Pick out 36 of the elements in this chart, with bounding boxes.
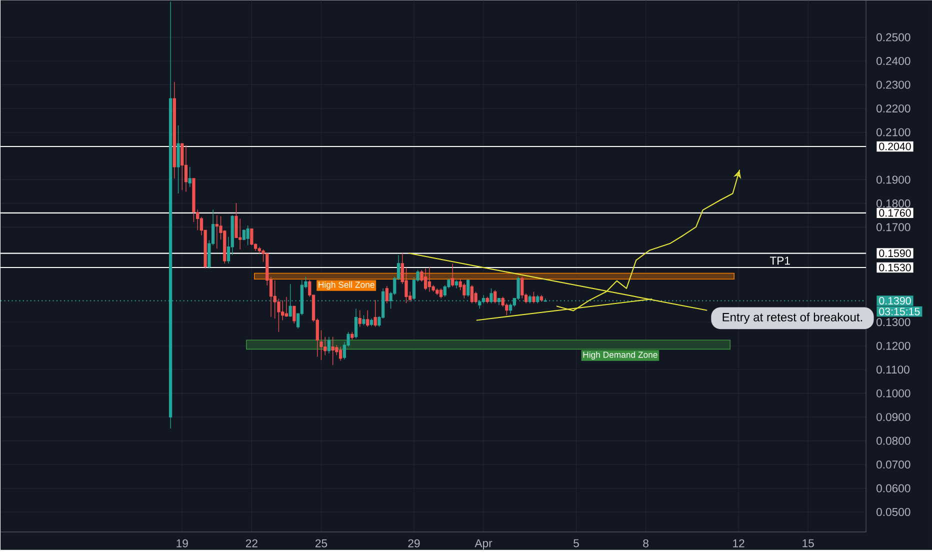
y-tick-label: 0.1100 <box>876 366 910 374</box>
y-tick-label: 0.2500 <box>876 33 910 42</box>
x-tick-label: 22 <box>246 539 258 548</box>
x-tick-label: 5 <box>574 539 579 548</box>
ref-line-label: 0.1530 <box>879 264 911 272</box>
y-tick-label: 0.0800 <box>876 436 910 445</box>
y-tick-label: 0.1800 <box>876 199 910 208</box>
y-tick-label: 0.0500 <box>876 508 910 516</box>
x-tick-label: 19 <box>176 539 188 548</box>
y-tick-label: 0.0600 <box>876 484 910 492</box>
y-tick-label: 0.1300 <box>876 318 910 326</box>
y-tick-label: 0.1900 <box>876 176 910 184</box>
x-tick-label: 25 <box>316 539 328 548</box>
y-tick-label: 0.1200 <box>876 342 910 350</box>
band-label: High Demand Zone <box>583 352 658 360</box>
x-tick-label: 12 <box>733 539 744 548</box>
y-tick-label: 0.1700 <box>876 223 910 232</box>
y-tick-label: 0.2100 <box>876 128 910 136</box>
annotation: TP1 <box>770 256 790 265</box>
y-tick-label: 0.2300 <box>876 80 910 89</box>
annotation: Entry at retest of breakout. <box>722 312 862 324</box>
band-label: High Sell Zone <box>318 281 374 290</box>
ref-line-label: 0.1590 <box>879 250 911 258</box>
x-tick-label: 8 <box>643 539 648 548</box>
y-tick-label: 0.0700 <box>876 460 910 469</box>
y-tick-label: 0.2200 <box>876 104 910 113</box>
text: 03:15:15 <box>879 308 920 316</box>
ref-line-label: 0.1390 <box>879 297 911 305</box>
y-tick-label: 0.0900 <box>876 413 910 422</box>
x-tick-label: 15 <box>802 539 814 548</box>
x-tick-label: Apr <box>474 539 492 550</box>
y-tick-label: 0.1000 <box>876 389 910 398</box>
ref-line-label: 0.1760 <box>879 209 911 217</box>
ref-line-label: 0.2040 <box>879 142 911 150</box>
y-tick-label: 0.2400 <box>876 57 910 66</box>
x-tick-label: 29 <box>408 539 420 548</box>
